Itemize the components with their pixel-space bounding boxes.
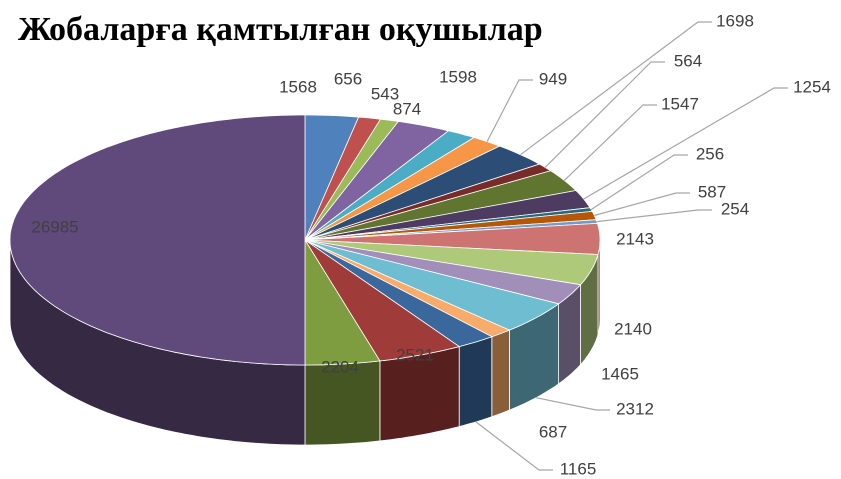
leader-line [535,397,610,411]
pie-slice [304,120,450,241]
slice-side [491,329,510,418]
pie-slice [304,239,461,362]
pie-slice [304,239,582,305]
data-label: 1698 [716,11,754,30]
leader-line [475,421,553,471]
data-label: 543 [371,84,399,103]
pie-tops [9,114,601,366]
data-label: 949 [539,69,567,88]
leader-line [594,192,690,217]
data-label: 2312 [616,399,654,418]
pie-slice [304,239,493,348]
slice-side [458,336,493,428]
leader-line [583,87,788,200]
data-label: 656 [334,69,362,88]
pie-slice [304,239,560,331]
data-label: 1547 [661,94,699,113]
data-label: 2521 [396,345,434,364]
data-label: 1465 [601,364,639,383]
chart-title: Жобаларға қамтылған оқушылар [18,11,543,48]
pie-slice [304,239,599,286]
pie-slice [304,130,475,241]
leader-line [590,154,688,211]
leader-line [563,104,657,181]
data-label: 564 [674,51,702,70]
data-label: 2204 [321,357,359,376]
data-label: 254 [721,199,749,218]
data-label: 256 [696,144,724,163]
data-label: 26985 [31,217,78,236]
data-label: 587 [698,182,726,201]
pie-slice [304,222,601,255]
data-label: 1165 [560,459,597,478]
data-label: 2140 [614,319,652,338]
leader-line [520,21,712,156]
leader-line [486,79,533,142]
data-label: 687 [539,422,567,441]
leader-lines [475,21,788,471]
data-label: 1568 [279,77,317,96]
data-label: 1254 [793,77,831,96]
pie-slice [9,114,306,366]
leader-line [544,61,665,168]
pie-sides [9,239,601,446]
pie-slice [304,238,381,366]
data-label: 2143 [616,229,654,248]
data-labels: 1568 656 543 1598 874 949 1698 564 1547 1254 256 58… [31,11,831,478]
data-label: 874 [393,99,421,118]
leader-line [596,209,712,223]
data-label: 1598 [439,67,477,86]
